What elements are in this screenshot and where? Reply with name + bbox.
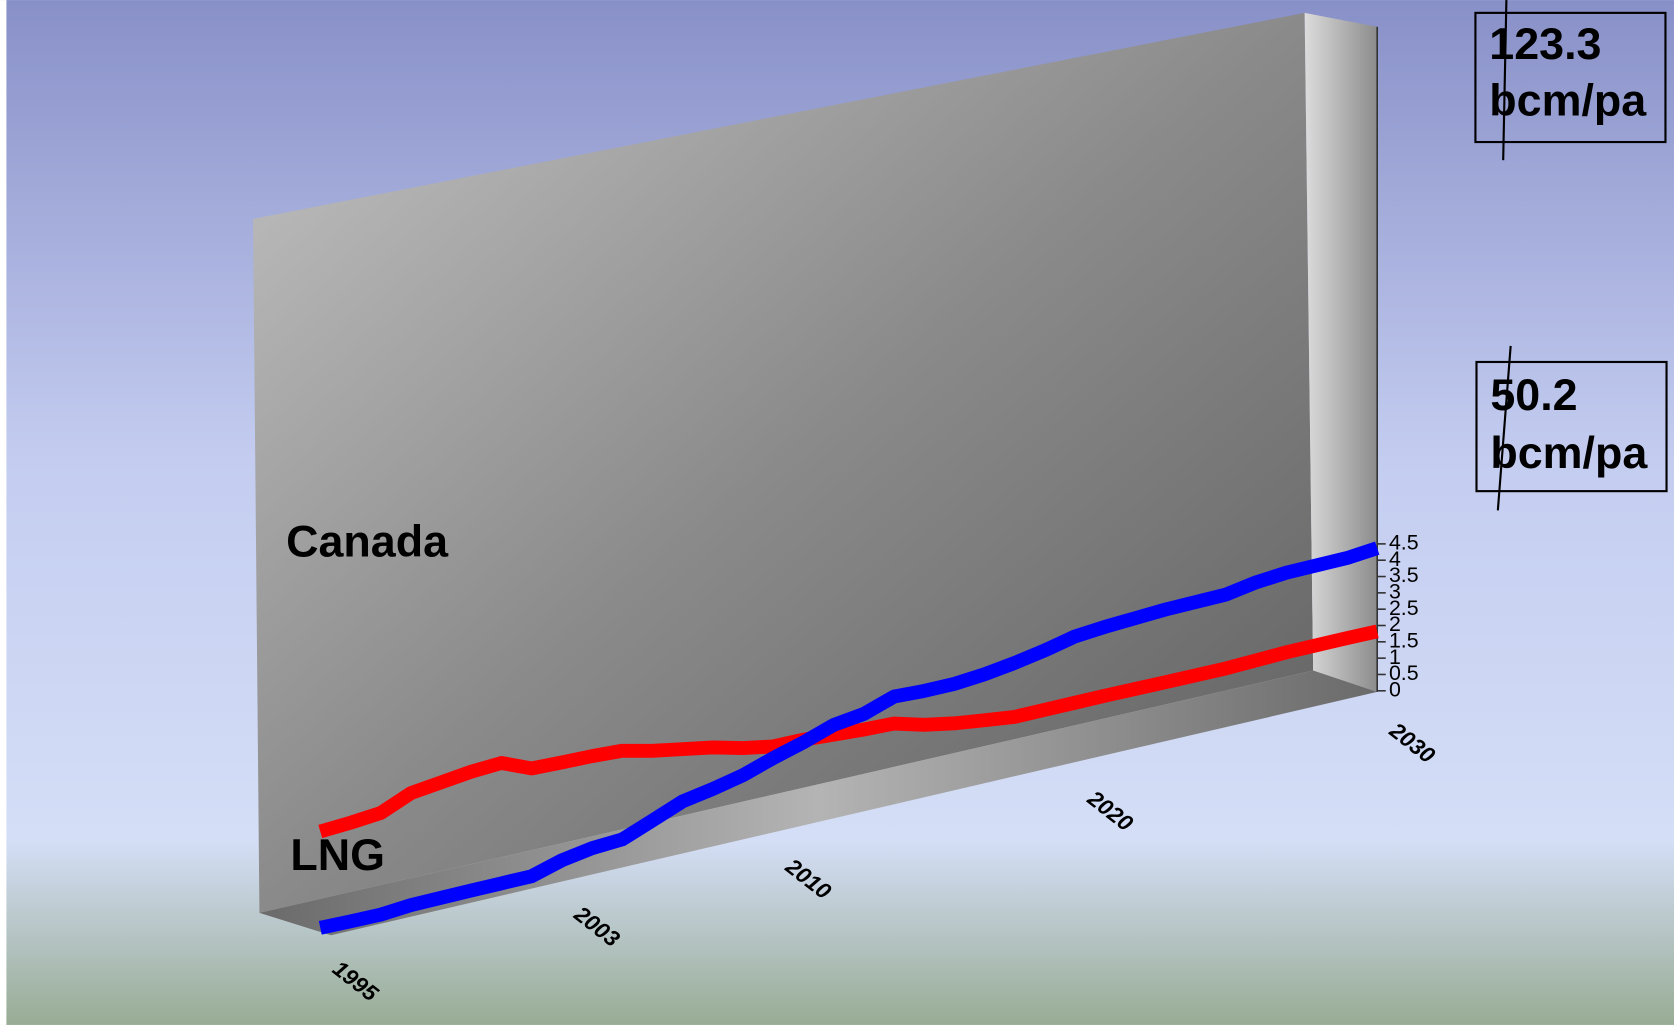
- annotation-stroke: [1496, 345, 1512, 511]
- annotation: bcm/pa: [1490, 427, 1648, 478]
- y-tick-label: 0: [1389, 677, 1401, 701]
- y-tick-label: 0.5: [1389, 661, 1419, 685]
- annotation: 50.2: [1490, 369, 1577, 420]
- y-tick-label: 4.5: [1389, 531, 1419, 555]
- left-edge: [0, 0, 7, 1025]
- back-wall: [253, 12, 1314, 913]
- y-tick-label: 2: [1389, 612, 1401, 636]
- y-tick-label: 2.5: [1389, 596, 1419, 620]
- y-tick-label: 1: [1389, 645, 1401, 669]
- y-tick-label: 1.5: [1389, 628, 1419, 652]
- series-line: [318, 541, 1380, 935]
- annotation-box: [1475, 360, 1668, 493]
- y-tick-label: 4: [1389, 547, 1401, 571]
- annotation: 123.3: [1489, 18, 1601, 69]
- series-label: LNG: [290, 829, 385, 880]
- annotation-box: [1474, 11, 1667, 144]
- side-wall: [1304, 12, 1378, 692]
- series-label: Canada: [286, 515, 449, 566]
- annotation: bcm/pa: [1489, 74, 1647, 125]
- annotation-stroke: [1502, 0, 1508, 161]
- y-tick-label: 3.5: [1389, 563, 1419, 587]
- y-tick-label: 3: [1389, 579, 1401, 603]
